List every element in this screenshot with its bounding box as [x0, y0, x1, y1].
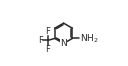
Text: F: F [45, 27, 50, 36]
Text: N: N [60, 39, 67, 48]
Text: NH$_2$: NH$_2$ [80, 32, 99, 45]
Text: F: F [45, 45, 50, 54]
Text: F: F [38, 36, 43, 45]
